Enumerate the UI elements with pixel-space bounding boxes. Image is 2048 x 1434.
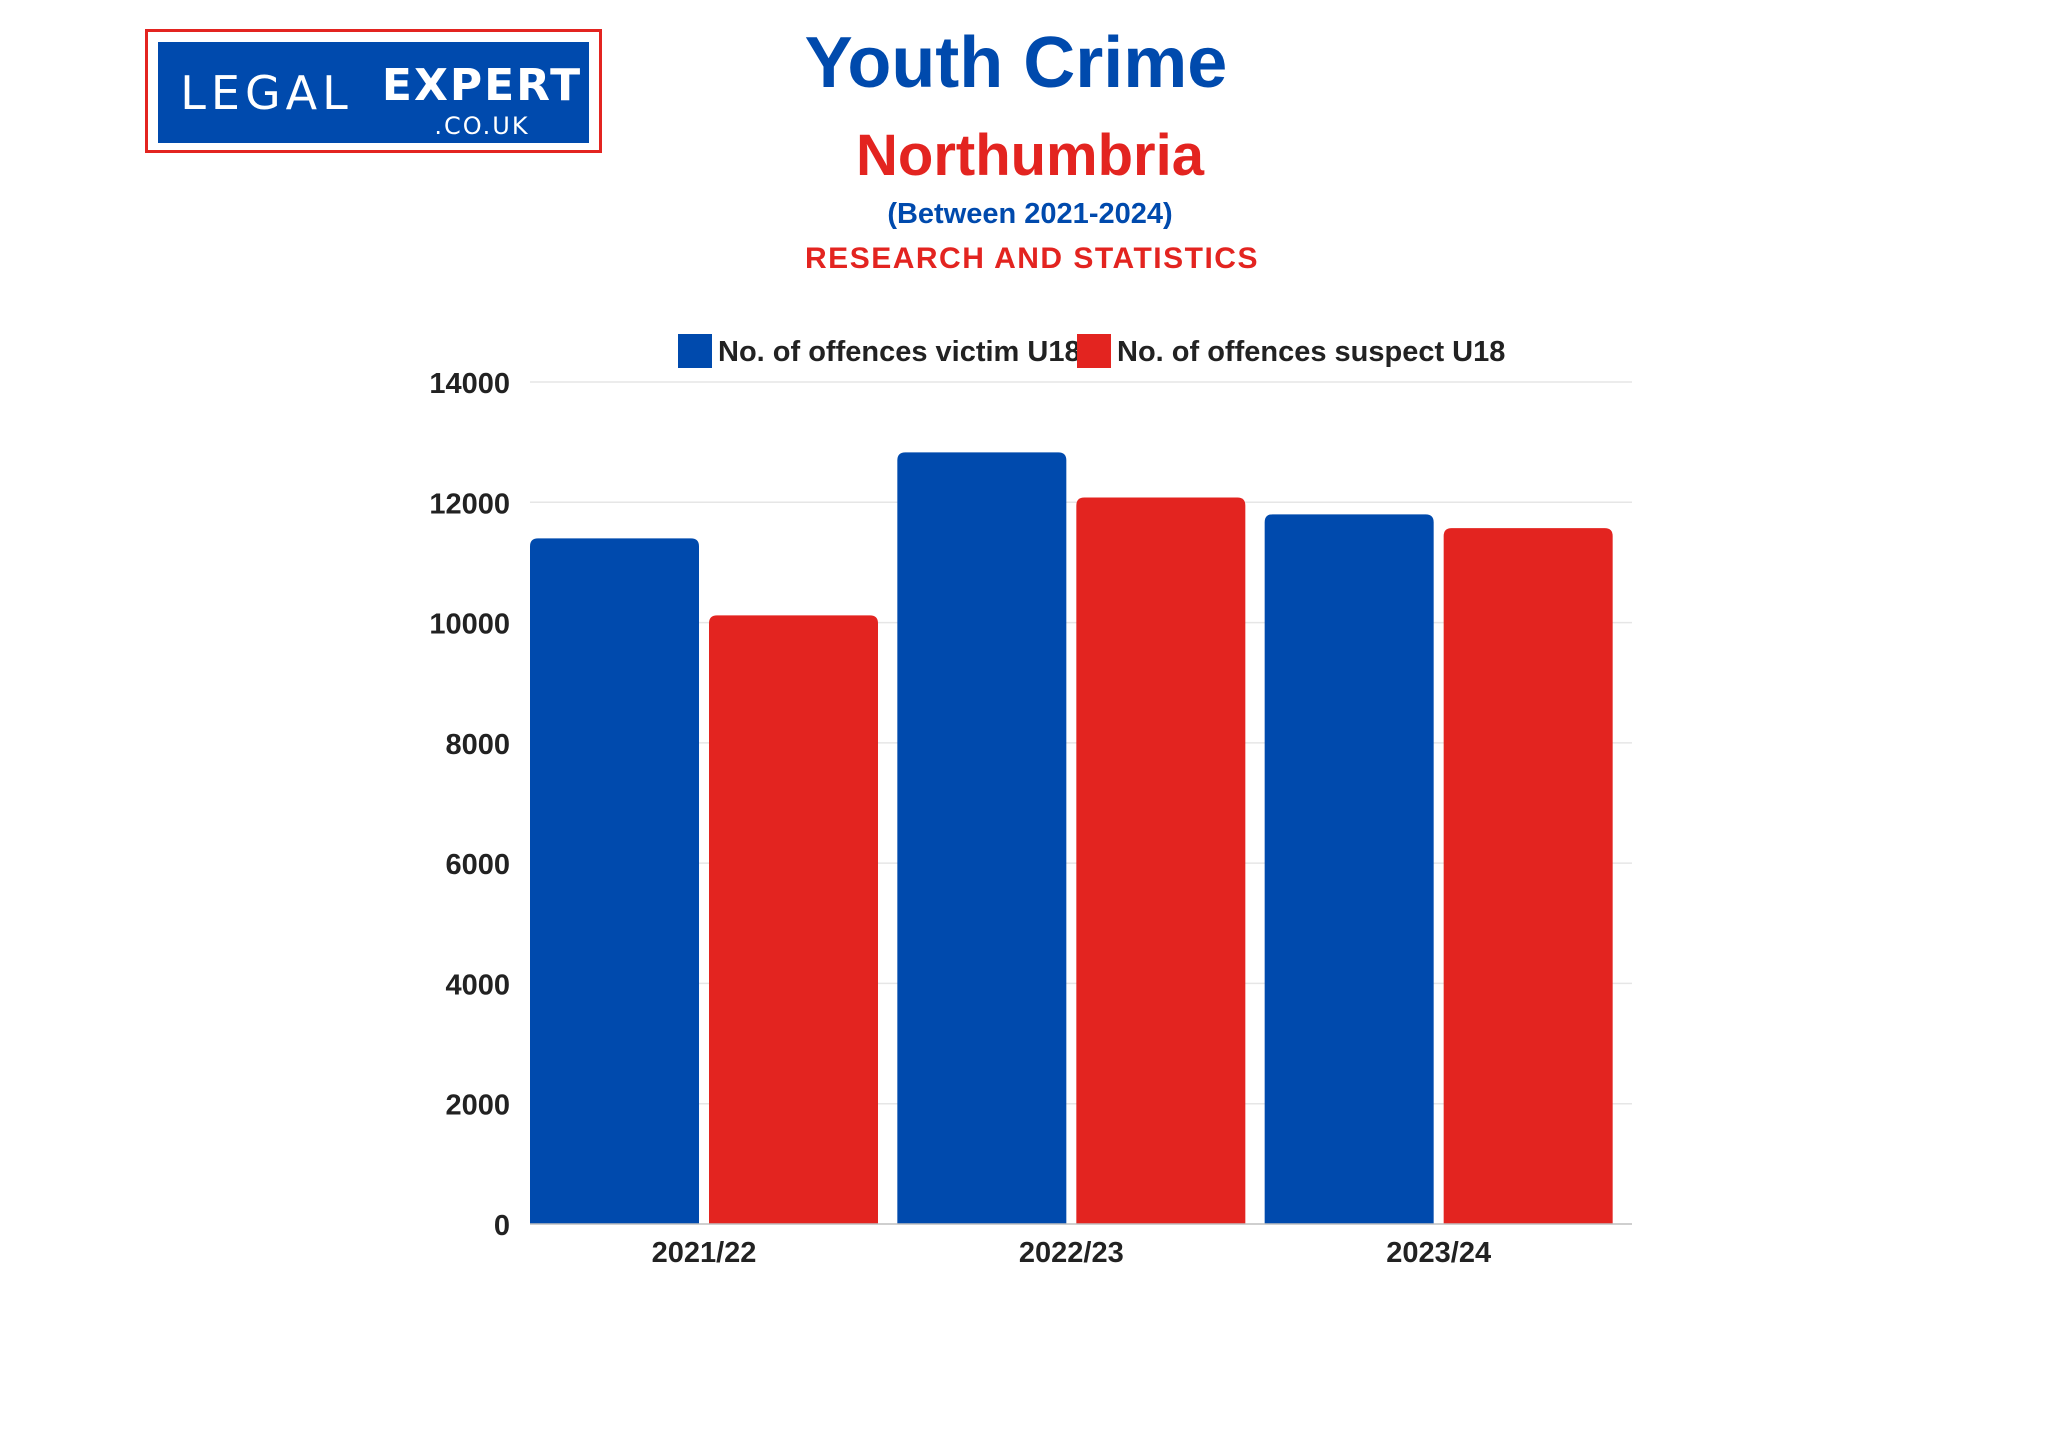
- logo-domain-text: .CO.UK: [434, 112, 530, 140]
- y-tick-label: 12000: [429, 488, 510, 520]
- logo-expert-text: EXPERT: [381, 60, 583, 111]
- x-tick-label: 2023/24: [1386, 1237, 1491, 1269]
- bars: [530, 452, 1613, 1225]
- x-axis-ticks: 2021/22 2022/23 2023/24: [652, 1237, 1491, 1269]
- legend-swatch-1: [1077, 334, 1111, 368]
- y-tick-label: 6000: [445, 849, 510, 881]
- y-axis-ticks: 0 2000 4000 6000 8000 10000 12000 14000: [429, 368, 510, 1242]
- y-tick-label: 4000: [445, 969, 510, 1001]
- x-tick-label: 2021/22: [652, 1237, 757, 1269]
- legend-swatch-0: [678, 334, 712, 368]
- legend-label-0: No. of offences victim U18: [718, 336, 1081, 368]
- logo-legal-block: LEGAL: [158, 42, 375, 143]
- logo-legal-text: LEGAL: [180, 65, 353, 120]
- bar-victim-2: [1264, 514, 1434, 1224]
- page-title: Youth Crime: [804, 23, 1228, 103]
- y-tick-label: 8000: [445, 729, 510, 761]
- y-tick-label: 10000: [429, 609, 510, 641]
- y-tick-label: 0: [494, 1210, 510, 1242]
- y-tick-label: 2000: [445, 1090, 510, 1122]
- period-label: (Between 2021-2024): [887, 198, 1173, 230]
- legal-expert-logo: LEGAL EXPERT .CO.UK: [145, 29, 602, 153]
- bar-victim-0: [530, 538, 699, 1224]
- bar-suspect-2: [1443, 528, 1613, 1224]
- y-tick-label: 14000: [429, 368, 510, 400]
- bar-suspect-1: [1076, 497, 1246, 1225]
- logo-expert-block: EXPERT .CO.UK: [375, 42, 589, 143]
- bar-suspect-0: [709, 615, 878, 1224]
- x-tick-label: 2022/23: [1019, 1237, 1124, 1269]
- legend-label-1: No. of offences suspect U18: [1117, 336, 1505, 368]
- bar-victim-1: [897, 452, 1067, 1224]
- region-subtitle: Northumbria: [856, 123, 1204, 188]
- legend: No. of offences victim U18 No. of offence…: [678, 334, 1505, 368]
- research-tagline: RESEARCH AND STATISTICS: [805, 242, 1259, 275]
